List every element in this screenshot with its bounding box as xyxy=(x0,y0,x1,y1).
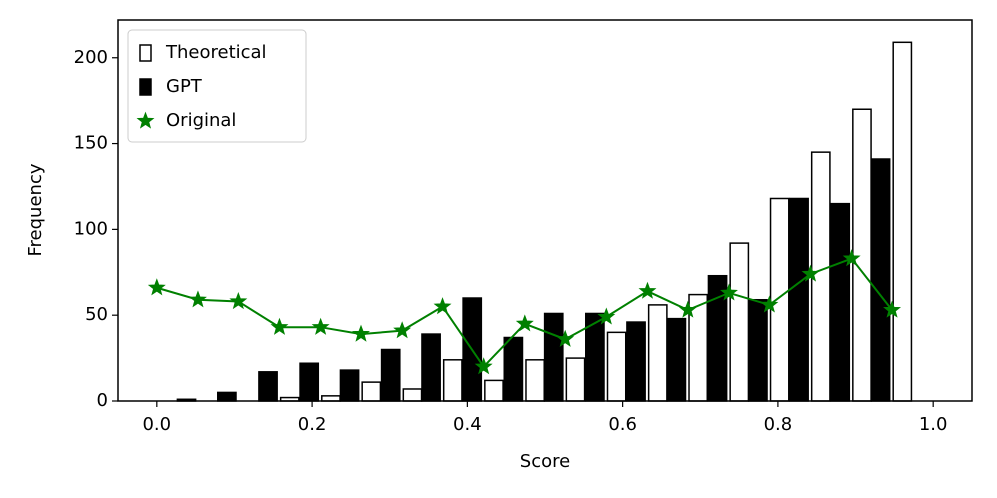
bar xyxy=(299,362,320,402)
marker xyxy=(883,300,901,318)
bar xyxy=(258,371,278,402)
marker xyxy=(720,283,738,301)
bar xyxy=(321,395,341,402)
x-tick-label: 0.8 xyxy=(764,414,793,435)
marker xyxy=(760,295,779,313)
marker xyxy=(270,317,289,335)
bar xyxy=(380,348,401,402)
y-tick-label: 200 xyxy=(74,47,108,68)
legend-box xyxy=(127,29,307,143)
marker xyxy=(678,300,697,318)
marker xyxy=(474,357,493,375)
bar xyxy=(892,41,913,402)
legend-swatch xyxy=(139,78,152,96)
marker xyxy=(842,249,861,267)
bar xyxy=(789,197,809,402)
x-tick-label: 0.4 xyxy=(453,414,482,435)
legend-swatch xyxy=(139,44,152,62)
plot-frame xyxy=(117,19,973,402)
bar xyxy=(606,331,627,402)
x-axis-label: Score xyxy=(520,451,570,472)
marker xyxy=(597,307,616,325)
y-tick-label: 150 xyxy=(74,133,108,154)
marker xyxy=(352,324,370,342)
y-tick-label: 0 xyxy=(97,390,108,411)
bar xyxy=(402,388,423,402)
x-tick-label: 1.0 xyxy=(919,414,948,435)
bar xyxy=(421,333,441,402)
marker xyxy=(229,292,248,310)
marker xyxy=(515,314,534,332)
legend-label: Theoretical xyxy=(165,42,267,63)
bar xyxy=(748,298,768,402)
marker xyxy=(433,297,452,315)
bar xyxy=(830,202,851,402)
bar xyxy=(647,304,668,402)
bar xyxy=(442,359,463,402)
marker xyxy=(311,317,330,335)
x-tick-label: 0.0 xyxy=(142,414,171,435)
bar xyxy=(503,336,524,402)
bar xyxy=(666,317,687,402)
bar xyxy=(729,242,750,402)
marker xyxy=(147,278,166,296)
y-tick-label: 50 xyxy=(85,304,108,325)
x-tick-label: 0.2 xyxy=(298,414,327,435)
bar xyxy=(217,391,237,402)
bar xyxy=(769,197,790,402)
bar xyxy=(484,379,504,402)
marker xyxy=(189,290,207,308)
bar xyxy=(626,321,646,402)
bar xyxy=(870,158,891,402)
bar xyxy=(361,381,382,402)
legend-label: GPT xyxy=(166,76,203,97)
legend-label: Original xyxy=(166,110,236,131)
bar xyxy=(852,108,872,402)
x-tick-label: 0.6 xyxy=(608,414,637,435)
bar xyxy=(339,369,360,402)
bar xyxy=(543,312,564,402)
y-tick-label: 100 xyxy=(74,218,108,239)
bar xyxy=(565,357,586,402)
marker xyxy=(801,264,820,282)
marker xyxy=(638,281,657,299)
marker xyxy=(393,321,412,339)
y-axis-label: Frequency xyxy=(25,163,46,256)
bar xyxy=(525,359,545,402)
legend-swatch xyxy=(136,111,155,129)
marker xyxy=(556,329,575,347)
